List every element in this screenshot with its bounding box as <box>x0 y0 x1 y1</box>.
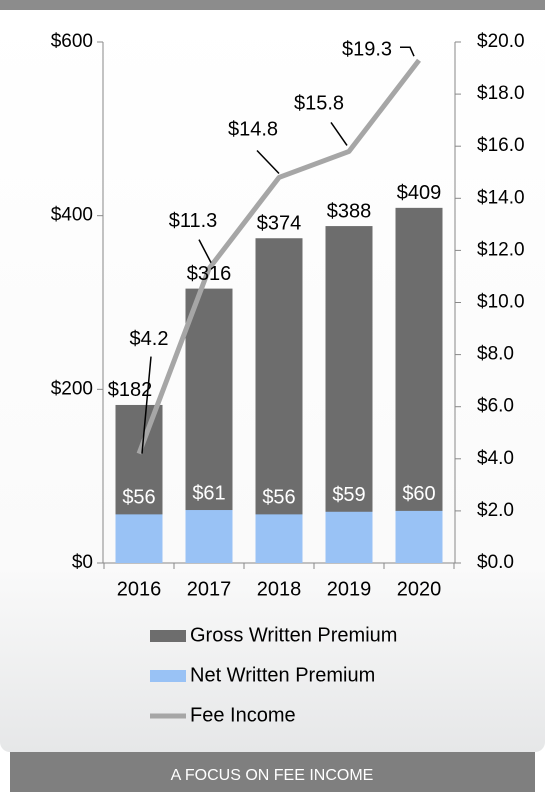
leader-line <box>330 121 348 146</box>
y2-tick-label: $20.0 <box>477 31 525 52</box>
x-tick-label: 2018 <box>257 578 302 600</box>
y-tick-label: $0 <box>72 552 93 573</box>
bar-label: $388 <box>327 200 372 222</box>
y2-tick-label: $2.0 <box>477 500 514 521</box>
y-tick-label: $600 <box>51 31 93 52</box>
bar <box>395 207 443 563</box>
x-tick-label: 2016 <box>117 578 162 600</box>
leader-line <box>400 46 415 57</box>
line-label: $4.2 <box>130 328 169 350</box>
bar-label: $374 <box>257 213 302 235</box>
bar <box>255 238 303 563</box>
line-label: $14.8 <box>228 119 278 141</box>
legend-swatch <box>150 670 186 682</box>
leader-line <box>256 149 280 174</box>
y2-tick-label: $10.0 <box>477 292 525 313</box>
bar-label: $56 <box>262 487 295 509</box>
y2-tick-label: $4.0 <box>477 448 514 469</box>
legend-swatch <box>150 630 186 642</box>
bar <box>115 514 163 563</box>
y2-tick-label: $6.0 <box>477 396 514 417</box>
leader-line <box>198 239 212 263</box>
x-tick-label: 2020 <box>397 578 442 600</box>
x-tick-label: 2017 <box>187 578 232 600</box>
footer-bar <box>10 752 535 792</box>
y2-tick-label: $0.0 <box>477 552 514 573</box>
bar-label: $59 <box>332 484 365 506</box>
bar <box>325 511 373 563</box>
bar-label: $56 <box>122 487 155 509</box>
bar-label: $60 <box>402 483 435 505</box>
bar <box>255 514 303 563</box>
x-tick-label: 2019 <box>327 578 372 600</box>
legend-label: Gross Written Premium <box>190 624 397 646</box>
y2-tick-label: $12.0 <box>477 239 525 260</box>
y-tick-label: $400 <box>51 205 93 226</box>
leader-line <box>141 356 152 454</box>
y2-tick-label: $18.0 <box>477 83 525 104</box>
y2-tick-label: $16.0 <box>477 135 525 156</box>
top-strip <box>0 0 545 10</box>
y2-tick-label: $8.0 <box>477 344 514 365</box>
line <box>136 58 421 455</box>
bar-label: $316 <box>187 263 232 285</box>
line-label: $19.3 <box>342 39 392 61</box>
bar-label: $409 <box>397 182 442 204</box>
bar <box>325 226 373 563</box>
legend-label: Fee Income <box>190 704 296 726</box>
footer: A FOCUS ON FEE INCOME <box>171 767 374 784</box>
bar-label: $61 <box>192 482 225 504</box>
bar-label: $182 <box>108 379 153 401</box>
bar <box>395 510 443 563</box>
line-label: $11.3 <box>169 210 218 232</box>
bar <box>185 510 233 563</box>
line-label: $15.8 <box>294 93 344 115</box>
y-tick-label: $200 <box>51 378 93 399</box>
legend-label: Net Written Premium <box>190 664 375 686</box>
y2-tick-label: $14.0 <box>477 187 525 208</box>
